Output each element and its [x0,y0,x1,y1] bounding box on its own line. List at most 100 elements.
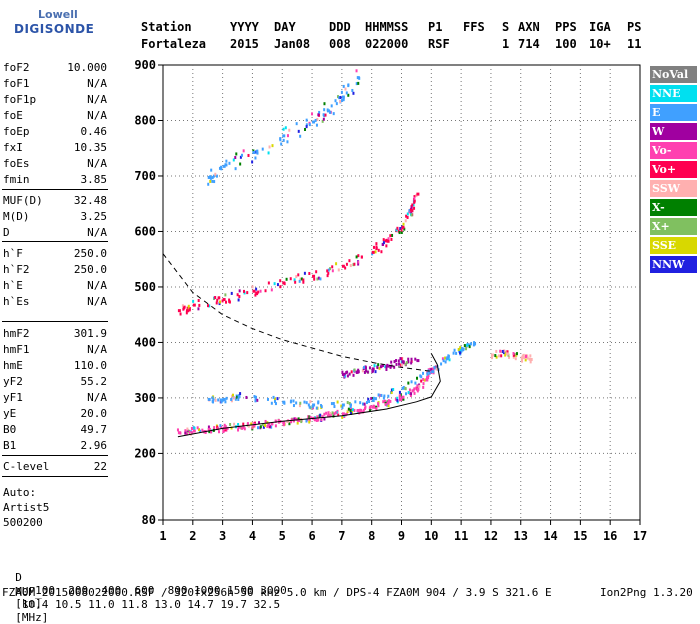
echo-point [500,350,503,354]
trace-point [401,386,405,390]
echo-point [300,420,303,424]
param-row-clevel: C-level 22 [3,459,107,475]
param-value: 301.9 [73,327,107,340]
trace-point [297,419,301,423]
echo-point [384,365,387,369]
echo-point [241,153,244,157]
echo-point [361,402,364,406]
echo-point [359,410,362,414]
echo-point [350,407,353,411]
echo-point [246,291,249,295]
echo-point [364,369,367,373]
echo-point [316,277,319,281]
echo-point [411,203,414,207]
trace-point [237,425,241,429]
echo-point [237,298,240,302]
echo-point [289,277,292,281]
echo-point [491,356,494,360]
echo-point [364,365,367,369]
echo-point [201,428,204,432]
echo-point [340,90,343,94]
echo-point [515,352,518,356]
trace-point [222,397,226,401]
echo-point [357,254,360,258]
echo-point [320,405,323,409]
echo-point [400,363,403,367]
echo-point [528,357,531,361]
echo-point [382,396,385,400]
trace-3 [207,69,361,186]
echo-point [426,372,429,376]
echo-point [377,402,380,406]
echo-point [279,285,282,289]
param-key: yF2 [3,375,23,388]
echo-point [371,396,374,400]
echo-point [308,420,311,424]
echo-point [286,140,289,144]
param-row-he: h`E N/A [3,278,107,294]
echo-point [308,272,311,276]
trace-point [207,397,211,401]
echo-point [198,428,201,432]
echo-point [345,412,348,416]
echo-point [219,398,222,402]
trace-point [473,342,477,346]
echo-point [336,400,339,404]
trace-point [386,239,390,243]
echo-point [521,359,524,363]
echo-point [222,430,225,434]
echo-point [257,290,260,294]
echo-point [196,426,199,430]
legend-item-x: X- [650,199,697,216]
trace-point [505,352,509,356]
echo-point [391,233,394,237]
echo-point [206,304,209,308]
echo-point [407,360,410,364]
echo-point [315,406,318,410]
echo-point [242,422,245,426]
param-key: foF1p [3,93,37,106]
y-tick-label: 300 [134,391,156,405]
echo-point [331,265,334,269]
echo-point [390,237,393,241]
echo-point [274,424,277,428]
param-value: 0.46 [80,125,108,138]
echo-point [218,296,221,300]
param-row-fxi: fxI 10.35 [3,140,107,156]
echo-point [315,123,318,127]
echo-point [357,262,360,266]
param-value: 49.7 [80,423,108,436]
echo-point [337,95,340,99]
echo-point [256,151,259,155]
param-row-foes: foEs N/A [3,156,107,172]
echo-point [337,268,340,272]
echo-point [411,389,414,393]
echo-point [469,342,472,346]
echo-point [303,271,306,275]
trace-point [237,395,241,399]
echo-point [426,376,429,380]
echo-point [420,379,423,383]
echo-point [428,371,431,375]
echo-point [377,404,380,408]
note-line: 500200 [3,516,43,529]
echo-point [369,408,372,412]
echo-point [392,388,395,392]
echo-point [410,205,413,209]
echo-point [228,298,231,302]
echo-point [305,125,308,129]
echo-point [401,363,404,367]
echo-point [228,300,231,304]
echo-point [375,245,378,249]
y-tick-label: 80 [142,513,156,527]
echo-point [332,402,335,406]
echo-point [404,362,407,366]
echo-point [407,381,410,385]
param-value: N/A [87,157,107,170]
echo-point [207,425,210,429]
param-key: hmF1 [3,343,30,356]
echo-point [230,426,233,430]
echo-point [526,354,529,358]
echo-point [348,372,351,376]
echo-point [225,300,228,304]
